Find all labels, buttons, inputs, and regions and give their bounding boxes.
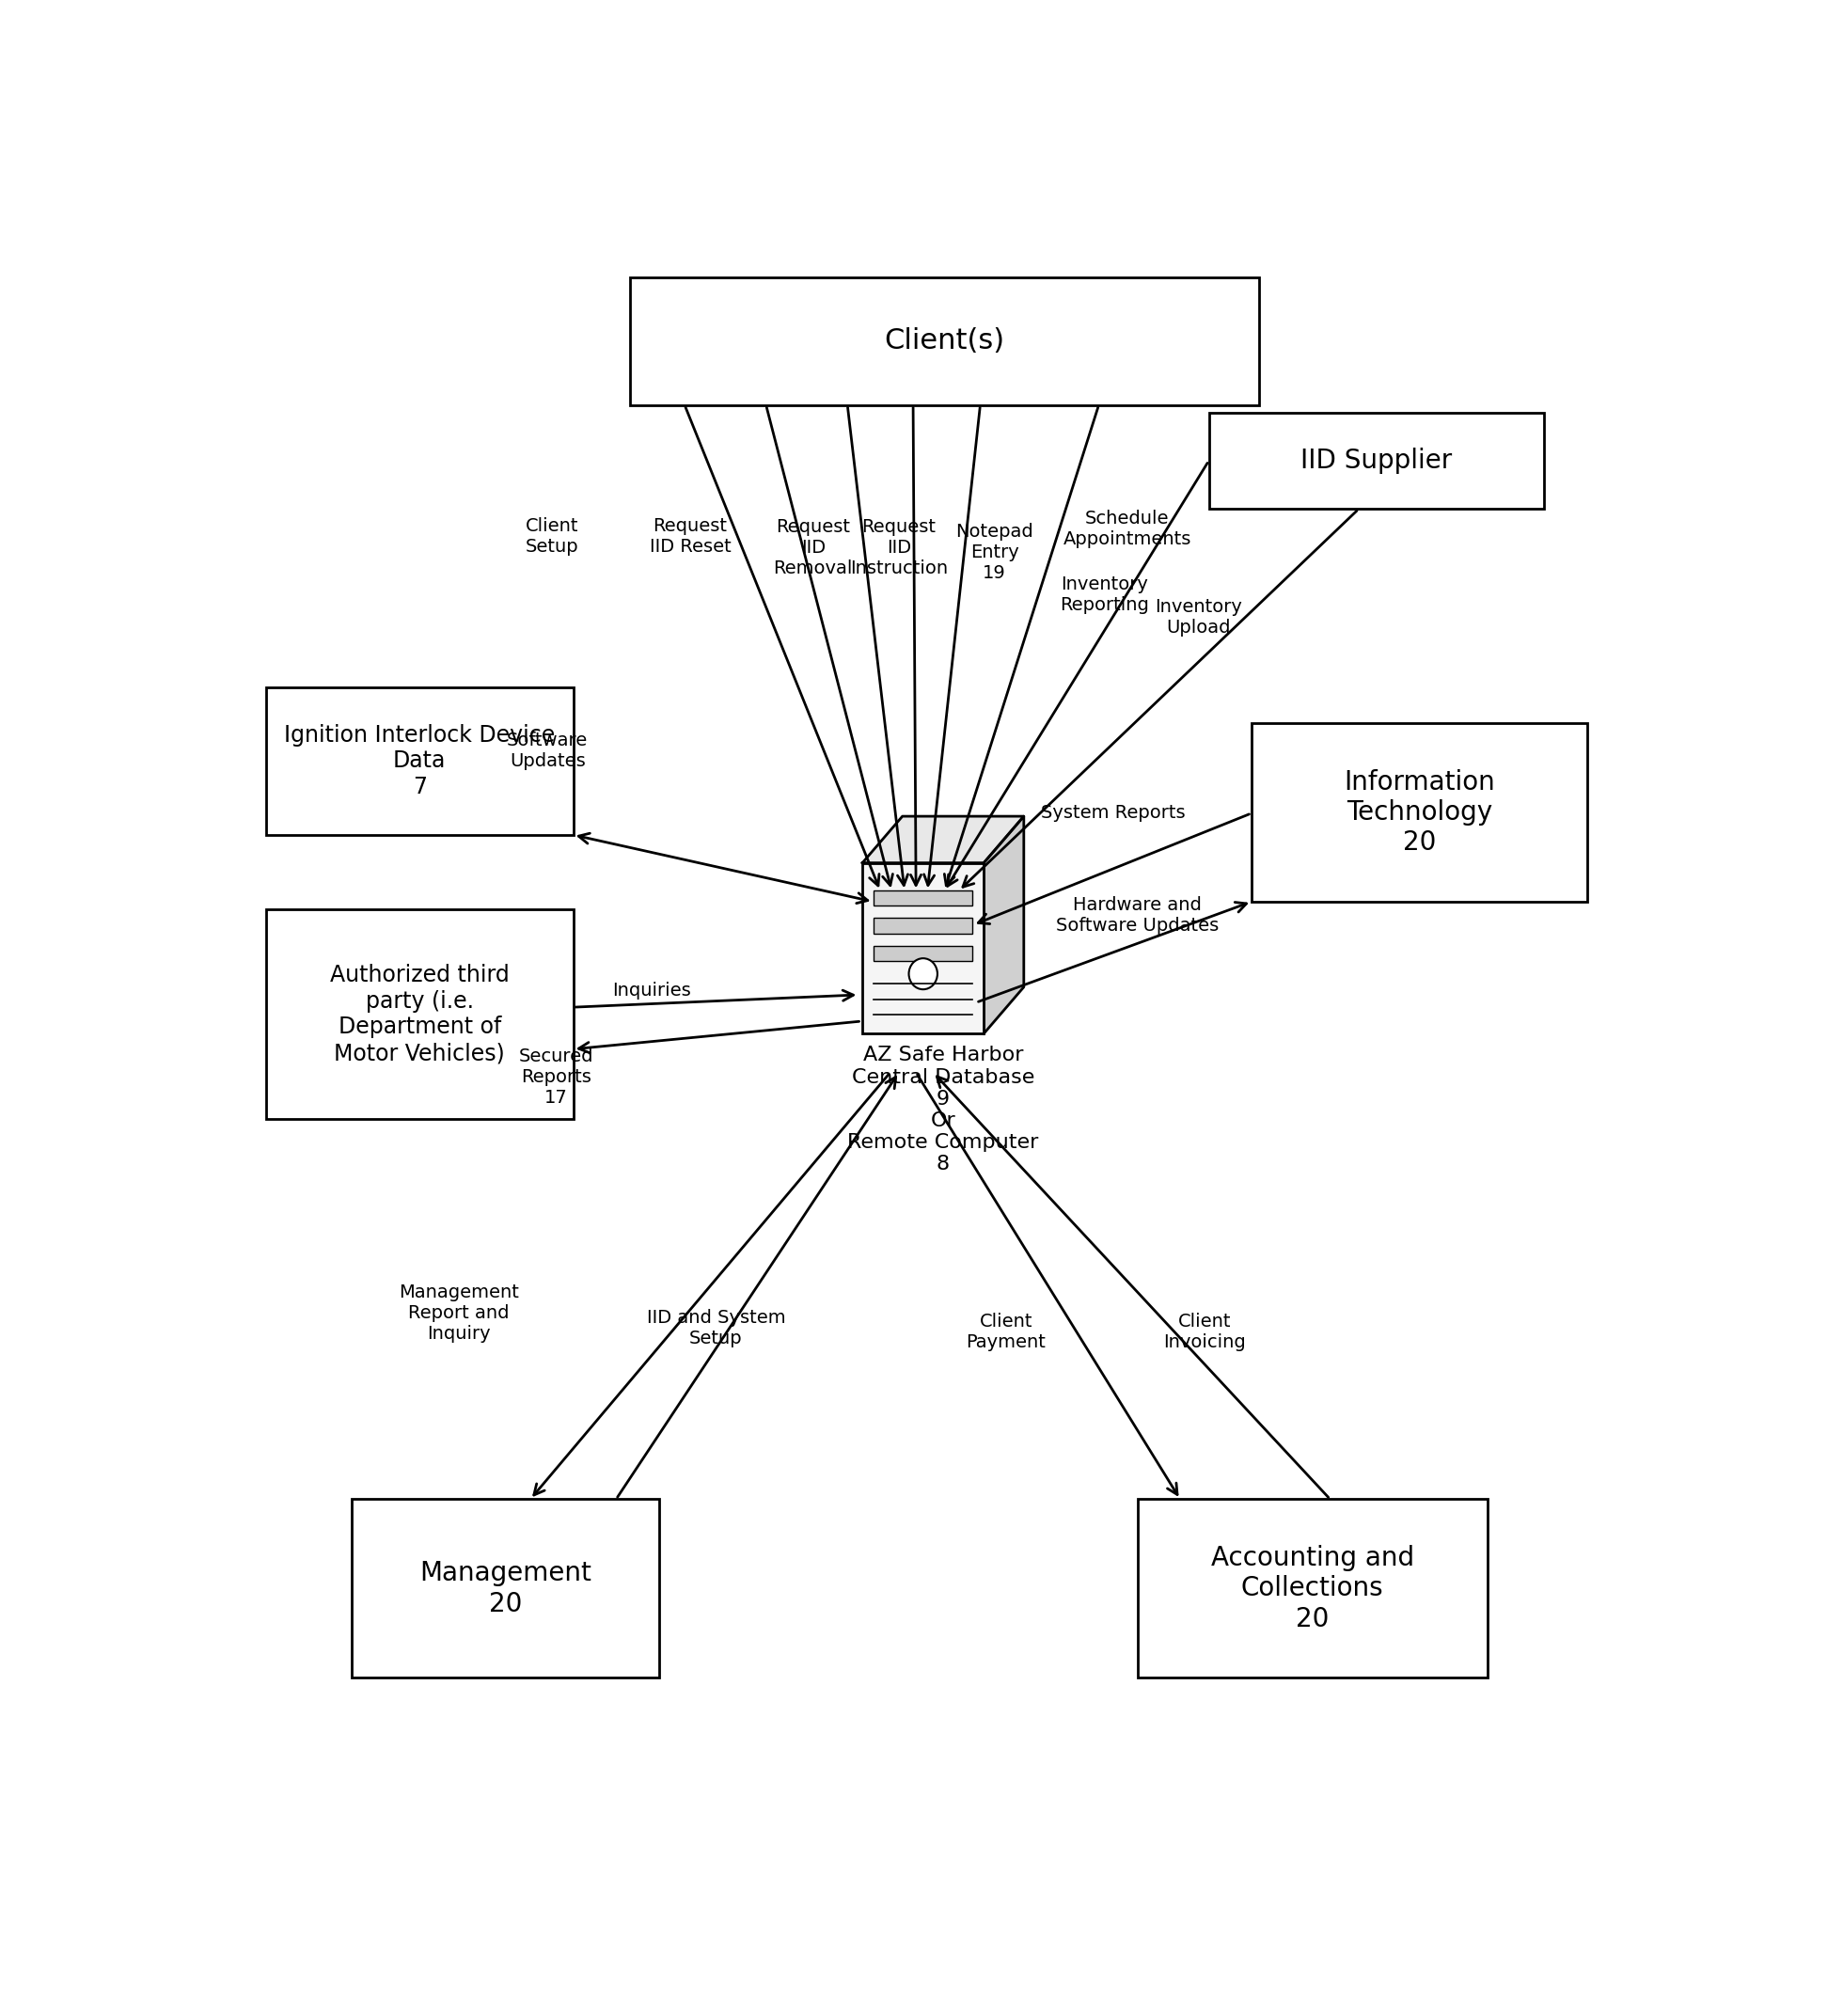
Text: Hardware and
Software Updates: Hardware and Software Updates: [1056, 897, 1218, 935]
Text: Request
IID Reset: Request IID Reset: [649, 518, 732, 556]
FancyBboxPatch shape: [352, 1500, 660, 1677]
FancyBboxPatch shape: [265, 909, 573, 1119]
Text: Request
IID
Instruction: Request IID Instruction: [850, 518, 947, 577]
Text: IID and System
Setup: IID and System Setup: [647, 1308, 785, 1349]
Text: Request
IID
Removal: Request IID Removal: [774, 518, 853, 577]
Text: Information
Technology
20: Information Technology 20: [1344, 768, 1495, 857]
Text: Client
Invoicing: Client Invoicing: [1163, 1312, 1246, 1351]
FancyBboxPatch shape: [863, 863, 984, 1034]
Text: Inventory
Reporting: Inventory Reporting: [1060, 575, 1150, 613]
FancyBboxPatch shape: [874, 889, 973, 905]
Text: Client
Payment: Client Payment: [966, 1312, 1045, 1351]
Text: Management
Report and
Inquiry: Management Report and Inquiry: [398, 1284, 520, 1343]
Circle shape: [909, 958, 938, 990]
FancyBboxPatch shape: [1137, 1500, 1487, 1677]
Text: Client(s): Client(s): [885, 329, 1004, 355]
Text: Client
Setup: Client Setup: [525, 518, 579, 556]
Polygon shape: [863, 816, 1025, 863]
FancyBboxPatch shape: [1209, 413, 1544, 508]
FancyBboxPatch shape: [874, 946, 973, 962]
Text: System Reports: System Reports: [1041, 804, 1185, 823]
FancyBboxPatch shape: [265, 687, 573, 835]
Text: Inventory
Upload: Inventory Upload: [1156, 599, 1242, 637]
Text: Ignition Interlock Device
Data
7: Ignition Interlock Device Data 7: [284, 724, 555, 798]
Text: Authorized third
party (i.e.
Department of
Motor Vehicles): Authorized third party (i.e. Department …: [330, 964, 509, 1064]
Text: Management
20: Management 20: [420, 1560, 592, 1617]
Text: Secured
Reports
17: Secured Reports 17: [518, 1048, 593, 1107]
Text: IID Supplier: IID Supplier: [1301, 448, 1452, 474]
FancyBboxPatch shape: [874, 917, 973, 933]
Polygon shape: [984, 816, 1025, 1034]
Text: Accounting and
Collections
20: Accounting and Collections 20: [1211, 1544, 1414, 1633]
Text: Inquiries: Inquiries: [612, 982, 691, 1000]
Text: Notepad
Entry
19: Notepad Entry 19: [957, 522, 1034, 583]
Text: Software
Updates: Software Updates: [507, 732, 588, 770]
Text: AZ Safe Harbor
Central Database
9
Or
Remote Computer
8: AZ Safe Harbor Central Database 9 Or Rem…: [848, 1046, 1039, 1173]
Text: Schedule
Appointments: Schedule Appointments: [1063, 510, 1191, 548]
FancyBboxPatch shape: [630, 278, 1259, 405]
FancyBboxPatch shape: [1251, 724, 1587, 901]
